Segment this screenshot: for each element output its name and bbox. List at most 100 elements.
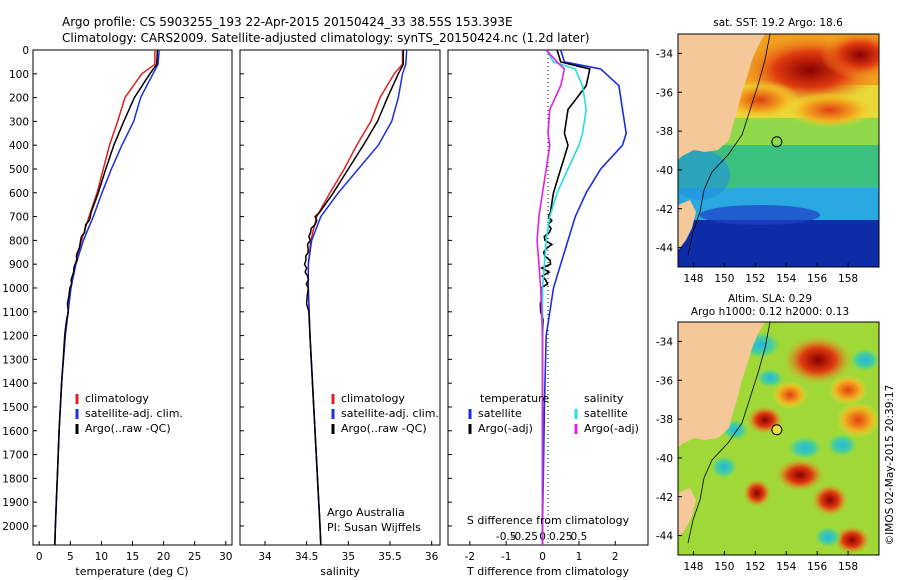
sst-map-image [678, 34, 879, 267]
x-tick-label: 1 [576, 551, 583, 563]
sla-map: Altim. SLA: 0.29 Argo h1000: 0.12 h2000:… [656, 293, 880, 573]
top-tick-label-1: -0.25 [511, 531, 538, 543]
map-x-tick-label: 158 [838, 273, 858, 285]
sst-map-title: sat. SST: 19.2 Argo: 18.6 [713, 17, 843, 29]
x-tick-label: 34.5 [295, 551, 318, 563]
y-tick-label: 1400 [2, 378, 29, 390]
top-tick-label-4: 0.5 [571, 531, 588, 543]
map-y-tick-label: -42 [656, 492, 673, 504]
map-x-tick-label: 148 [683, 273, 703, 285]
map-x-tick-label: 156 [807, 561, 827, 573]
credit-text: ©IMOS 02-May-2015 20:39:17 [884, 385, 896, 546]
legend-label-2: Argo(..raw -QC) [85, 422, 171, 435]
x-tick-label: 25 [188, 551, 201, 563]
y-tick-label: 700 [9, 212, 29, 224]
y-tick-label: 800 [9, 235, 29, 247]
y-tick-label: 1800 [2, 473, 29, 485]
y-tick-label: 500 [9, 164, 29, 176]
header-line1: Argo profile: CS 5903255_193 22-Apr-2015… [62, 15, 513, 29]
sst-map-isobath [687, 34, 771, 256]
map-y-tick-label: -36 [656, 375, 673, 387]
temperature-panel: 0100200300400500600700800900100011001200… [2, 45, 233, 578]
header-line2: Climatology: CARS2009. Satellite-adjuste… [62, 31, 590, 45]
sla-map-land [678, 322, 765, 448]
sla-map-title-2: Argo h1000: 0.12 h2000: 0.13 [691, 306, 849, 318]
series-line-climatology [307, 50, 404, 545]
x-tick-label: 35 [342, 551, 355, 563]
series-line-satellite-adj-clim- [54, 50, 160, 545]
x-tick-label: -1 [501, 551, 511, 563]
y-tick-label: 1900 [2, 497, 29, 509]
legend-label-1: satellite-adj. clim. [85, 407, 183, 420]
map-y-tick-label: -44 [656, 531, 673, 543]
sst-map-argo-marker [771, 136, 783, 148]
y-tick-label: 1700 [2, 450, 29, 462]
map-x-tick-label: 158 [838, 561, 858, 573]
x-tick-label: 5 [67, 551, 74, 563]
legend-label-0: climatology [85, 392, 149, 405]
map-y-tick-label: -36 [656, 87, 673, 99]
y-tick-label: 400 [9, 140, 29, 152]
y-tick-label: 0 [22, 45, 29, 57]
legend-label-2: satellite [584, 407, 628, 420]
y-tick-label: 2000 [2, 521, 29, 533]
top-tick-label-0: -0.5 [496, 531, 517, 543]
series-line-salinity-argo-adj- [536, 50, 566, 545]
y-tick-label: 1100 [2, 307, 29, 319]
x-tick-label: 15 [126, 551, 139, 563]
y-tick-label: 1600 [2, 426, 29, 438]
salinity-xlabel: salinity [320, 565, 360, 578]
x-tick-label: 0 [539, 551, 546, 563]
map-x-tick-label: 150 [714, 273, 734, 285]
map-y-tick-label: -38 [656, 414, 673, 426]
legend-label-2: Argo(..raw -QC) [341, 422, 427, 435]
x-tick-label: -2 [465, 551, 475, 563]
difference-top-axis-label: S difference from climatology [467, 514, 630, 527]
x-tick-label: 2 [612, 551, 619, 563]
y-tick-label: 900 [9, 259, 29, 271]
map-y-tick-label: -42 [656, 204, 673, 216]
difference-xlabel: T difference from climatology [466, 565, 629, 578]
series-line-argo [303, 50, 405, 545]
sst-map-frame [677, 33, 880, 268]
x-tick-label: 35.5 [378, 551, 401, 563]
map-y-tick-label: -44 [656, 243, 673, 255]
x-tick-label: 36 [425, 551, 439, 563]
legend-label-1: satellite-adj. clim. [341, 407, 439, 420]
map-x-tick-label: 152 [745, 561, 765, 573]
map-y-tick-label: -40 [656, 165, 673, 177]
legend-label-0: satellite [478, 407, 522, 420]
sst-map-land [678, 34, 765, 160]
top-tick-label-3: 0.25 [549, 531, 572, 543]
legend-title-salinity: salinity [584, 392, 624, 405]
map-x-tick-label: 154 [776, 561, 796, 573]
legend-label-1: Argo(-adj) [478, 422, 533, 435]
map-y-tick-label: -34 [656, 336, 673, 348]
legend-label-0: climatology [341, 392, 405, 405]
x-tick-label: 0 [36, 551, 43, 563]
map-y-tick-label: -34 [656, 48, 673, 60]
series-line-argo [54, 50, 159, 545]
series-line-temperature-satellite [541, 50, 628, 545]
salinity-footnote-1: Argo Australia [327, 506, 405, 519]
y-tick-label: 1200 [2, 331, 29, 343]
y-tick-label: 600 [9, 188, 29, 200]
legend-label-3: Argo(-adj) [584, 422, 639, 435]
map-x-tick-label: 154 [776, 273, 796, 285]
sla-map-frame [677, 321, 880, 556]
x-tick-label: 30 [219, 551, 232, 563]
map-y-tick-label: -38 [656, 126, 673, 138]
temperature-xlabel: temperature (deg C) [75, 565, 188, 578]
map-x-tick-label: 150 [714, 561, 734, 573]
y-tick-label: 1000 [2, 283, 29, 295]
y-tick-label: 200 [9, 93, 29, 105]
salinity-panel: 34 34.5 35 35.5 36 climatology satellite-adj.… [239, 49, 441, 578]
y-tick-label: 100 [9, 69, 29, 81]
sst-map: sat. SST: 19.2 Argo: 18.6 148 150 152 154 15… [656, 17, 880, 285]
map-x-tick-label: 152 [745, 273, 765, 285]
salinity-footnote-2: PI: Susan Wijffels [327, 521, 421, 534]
x-tick-label: 20 [157, 551, 170, 563]
difference-panel: -2 -1 0 1 2-0.5-0.25 0 0.250.5 temperature sali… [447, 49, 649, 578]
sla-map-image [678, 322, 879, 555]
